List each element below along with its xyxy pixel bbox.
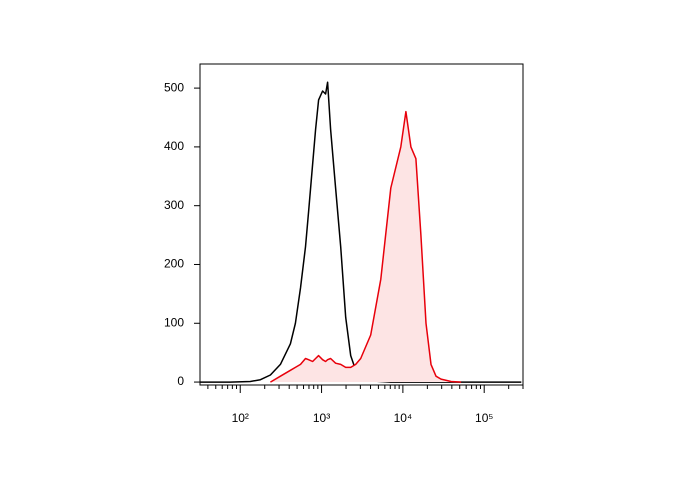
y-tick-label: 400 <box>164 139 184 153</box>
x-tick-label: 10² <box>232 411 249 425</box>
y-tick-label: 0 <box>177 374 184 388</box>
x-tick-label: 10³ <box>313 411 330 425</box>
x-tick-label: 10⁴ <box>394 411 413 425</box>
series-line <box>270 110 462 383</box>
x-tick-label: 10⁵ <box>475 411 493 425</box>
plot-frame <box>199 63 524 386</box>
y-tick-label: 500 <box>164 80 184 94</box>
series-area <box>270 111 462 383</box>
y-tick-label: 200 <box>164 257 184 271</box>
y-tick-label: 100 <box>164 315 184 329</box>
series-line <box>200 81 522 383</box>
y-tick-label: 300 <box>164 198 184 212</box>
